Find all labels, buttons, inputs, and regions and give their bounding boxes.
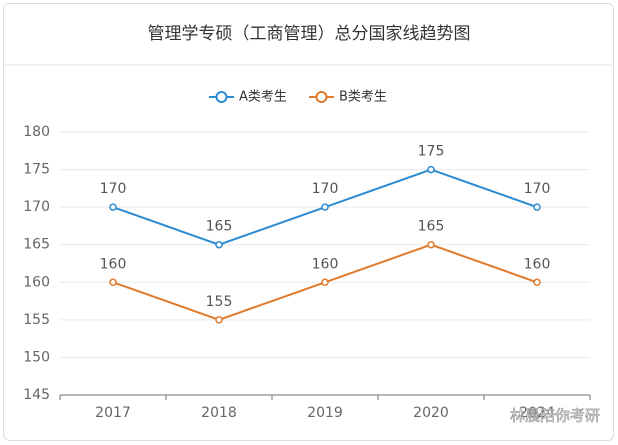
point bbox=[215, 316, 223, 324]
x-tick-label: 2020 bbox=[413, 405, 449, 421]
value-label: 165 bbox=[418, 219, 445, 235]
value-label: 165 bbox=[206, 219, 233, 235]
point bbox=[533, 203, 541, 211]
value-label: 170 bbox=[312, 181, 339, 197]
y-tick-label: 180 bbox=[23, 124, 50, 140]
value-label: 160 bbox=[312, 256, 339, 272]
x-tick-label: 2018 bbox=[201, 405, 237, 421]
legend-marker[interactable] bbox=[215, 91, 228, 103]
value-label: 175 bbox=[418, 144, 445, 160]
legend-label[interactable]: B类考生 bbox=[339, 90, 387, 105]
y-tick-label: 165 bbox=[23, 237, 50, 253]
point bbox=[109, 203, 117, 211]
value-label: 170 bbox=[100, 181, 127, 197]
value-label: 155 bbox=[206, 294, 233, 310]
watermark: 林晨陪你考研 bbox=[510, 407, 600, 425]
legend-marker[interactable] bbox=[315, 91, 328, 103]
point bbox=[109, 278, 117, 287]
point bbox=[321, 203, 329, 211]
point bbox=[321, 278, 329, 287]
point bbox=[215, 240, 223, 249]
point bbox=[427, 240, 435, 249]
point bbox=[427, 165, 435, 174]
point bbox=[533, 278, 541, 287]
value-label: 160 bbox=[524, 256, 551, 272]
y-tick-label: 155 bbox=[23, 312, 50, 328]
chart-title: 管理学专硕（工商管理）总分国家线趋势图 bbox=[148, 24, 471, 44]
x-tick-label: 2019 bbox=[307, 405, 343, 421]
value-label: 160 bbox=[100, 256, 127, 272]
x-tick-label: 2017 bbox=[95, 405, 131, 421]
x-tick-label: 2024 bbox=[519, 405, 555, 421]
value-label: 170 bbox=[524, 181, 551, 197]
y-tick-label: 170 bbox=[23, 199, 50, 215]
y-tick-label: 175 bbox=[23, 162, 50, 178]
y-tick-label: 160 bbox=[23, 274, 50, 290]
y-tick-label: 145 bbox=[23, 387, 50, 403]
legend-label[interactable]: A类考生 bbox=[239, 90, 287, 105]
card bbox=[3, 3, 614, 441]
y-tick-label: 150 bbox=[23, 349, 50, 365]
